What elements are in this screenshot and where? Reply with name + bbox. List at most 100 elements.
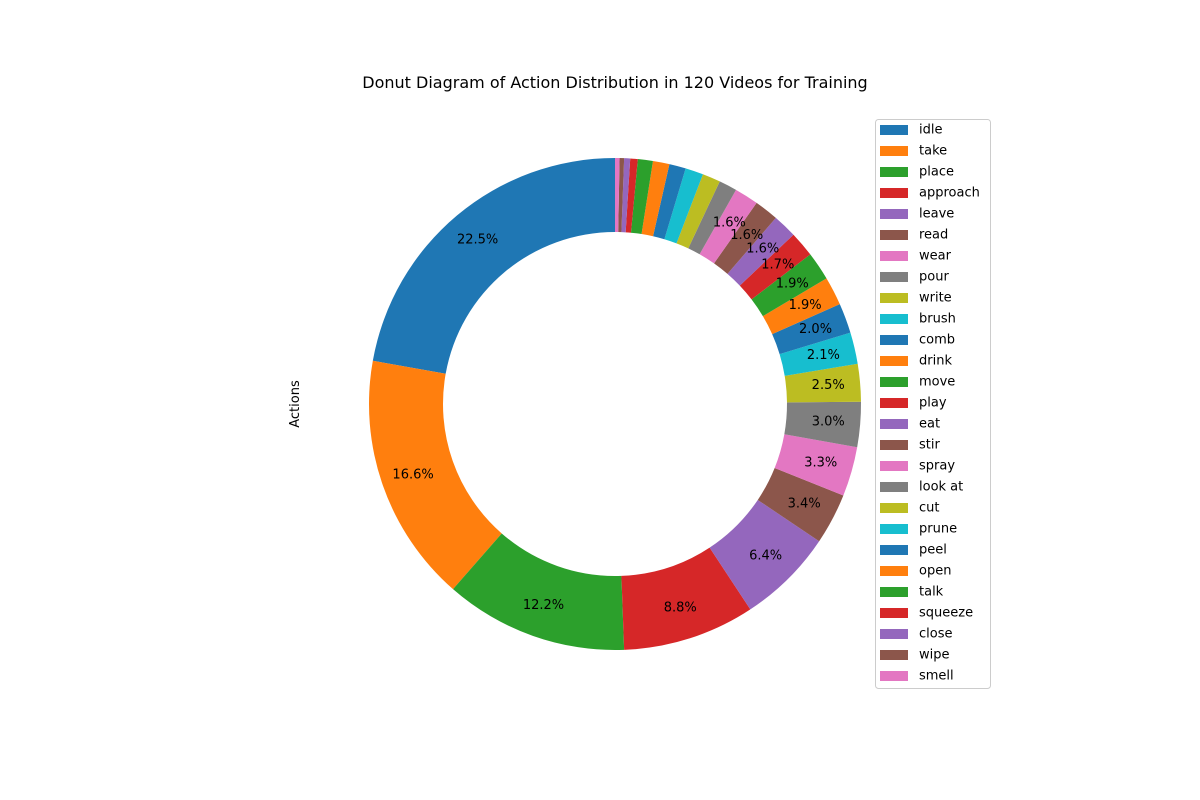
slice-prune bbox=[664, 168, 703, 244]
slice-place bbox=[453, 533, 625, 650]
slice-write bbox=[784, 363, 861, 403]
chart-title: Donut Diagram of Action Distribution in … bbox=[362, 73, 867, 92]
legend-label-wear: wear bbox=[919, 249, 952, 264]
legend-swatch-squeeze bbox=[880, 608, 908, 618]
slice-talk bbox=[630, 159, 653, 235]
slice-read bbox=[757, 467, 844, 542]
y-axis-label: Actions bbox=[288, 380, 303, 428]
legend-label-move: move bbox=[919, 375, 955, 390]
slice-pour bbox=[784, 401, 862, 448]
slice-open bbox=[641, 160, 670, 237]
legend-label-cut: cut bbox=[919, 501, 939, 516]
pct-label-brush: 2.1% bbox=[807, 348, 840, 363]
slice-leave bbox=[709, 499, 820, 610]
pct-label-approach: 8.8% bbox=[664, 600, 697, 615]
pct-label-pour: 3.0% bbox=[812, 414, 845, 429]
pct-label-read: 3.4% bbox=[788, 497, 821, 512]
legend-swatch-peel bbox=[880, 545, 908, 555]
slice-play bbox=[739, 234, 811, 300]
pct-label-drink: 1.9% bbox=[789, 298, 822, 313]
slice-take bbox=[369, 360, 502, 590]
pct-label-comb: 2.0% bbox=[799, 322, 832, 337]
legend-swatch-play bbox=[880, 398, 908, 408]
legend-label-take: take bbox=[919, 144, 947, 159]
legend-label-play: play bbox=[919, 396, 947, 411]
slice-squeeze bbox=[625, 158, 638, 233]
legend-label-drink: drink bbox=[919, 354, 952, 369]
legend-swatch-write bbox=[880, 293, 908, 303]
slice-peel bbox=[653, 164, 686, 240]
legend-swatch-cut bbox=[880, 503, 908, 513]
legend-label-open: open bbox=[919, 564, 951, 579]
pct-label-spray: 1.6% bbox=[713, 216, 746, 231]
legend-swatch-idle bbox=[880, 125, 908, 135]
legend-swatch-read bbox=[880, 230, 908, 240]
slice-stir bbox=[714, 202, 776, 274]
legend-label-pour: pour bbox=[919, 270, 949, 285]
slice-idle bbox=[372, 158, 615, 374]
slice-drink bbox=[762, 278, 840, 335]
legend-label-smell: smell bbox=[919, 669, 954, 684]
pct-label-eat: 1.6% bbox=[746, 242, 779, 257]
legend-label-stir: stir bbox=[919, 438, 940, 453]
legend-label-place: place bbox=[919, 165, 954, 180]
legend-swatch-move bbox=[880, 377, 908, 387]
donut-slices bbox=[369, 158, 862, 650]
legend-swatch-eat bbox=[880, 419, 908, 429]
slice-look-at bbox=[688, 181, 737, 255]
legend-swatch-open bbox=[880, 566, 908, 576]
slice-wear bbox=[774, 434, 858, 496]
pct-label-wear: 3.3% bbox=[804, 455, 837, 470]
legend-label-approach: approach bbox=[919, 186, 980, 201]
legend-swatch-take bbox=[880, 146, 908, 156]
legend-label-look-at: look at bbox=[919, 480, 963, 495]
legend-swatch-comb bbox=[880, 335, 908, 345]
legend-items: idle take place approach leave read wear pour wr… bbox=[880, 123, 980, 684]
legend-label-read: read bbox=[919, 228, 948, 243]
slice-approach bbox=[621, 547, 751, 650]
slice-move bbox=[751, 254, 827, 317]
legend-label-peel: peel bbox=[919, 543, 947, 558]
legend-swatch-smell bbox=[880, 671, 908, 681]
legend-swatch-wipe bbox=[880, 650, 908, 660]
legend-swatch-place bbox=[880, 167, 908, 177]
legend-label-brush: brush bbox=[919, 312, 956, 327]
pct-label-take: 16.6% bbox=[392, 467, 433, 482]
pct-label-place: 12.2% bbox=[523, 598, 564, 613]
legend-label-spray: spray bbox=[919, 459, 955, 474]
legend-label-comb: comb bbox=[919, 333, 955, 348]
pct-label-idle: 22.5% bbox=[457, 232, 498, 247]
legend-swatch-spray bbox=[880, 461, 908, 471]
legend-swatch-talk bbox=[880, 587, 908, 597]
legend: idle take place approach leave read wear pour wr… bbox=[875, 119, 991, 689]
legend-swatch-prune bbox=[880, 524, 908, 534]
legend-swatch-close bbox=[880, 629, 908, 639]
slice-spray bbox=[699, 189, 757, 264]
pct-label-write: 2.5% bbox=[812, 378, 845, 393]
slice-comb bbox=[772, 304, 851, 355]
legend-label-eat: eat bbox=[919, 417, 940, 432]
legend-label-idle: idle bbox=[919, 123, 942, 138]
legend-swatch-look-at bbox=[880, 482, 908, 492]
legend-label-close: close bbox=[919, 627, 952, 642]
legend-swatch-pour bbox=[880, 272, 908, 282]
percentage-labels: 22.5% 16.6% 12.2% 8.8% 6.4% 3.4% 3.3% 3.0% 2.5% 2… bbox=[392, 216, 844, 616]
slice-cut bbox=[676, 174, 720, 249]
slice-smell bbox=[615, 158, 620, 233]
slice-brush bbox=[779, 332, 858, 376]
legend-label-prune: prune bbox=[919, 522, 957, 537]
legend-label-talk: talk bbox=[919, 585, 944, 600]
legend-label-write: write bbox=[919, 291, 952, 306]
pct-label-move: 1.9% bbox=[776, 277, 809, 292]
legend-swatch-brush bbox=[880, 314, 908, 324]
pct-label-leave: 6.4% bbox=[749, 549, 782, 564]
slice-wipe bbox=[618, 158, 625, 233]
legend-label-wipe: wipe bbox=[919, 648, 950, 663]
pct-label-play: 1.7% bbox=[761, 258, 794, 273]
slice-eat bbox=[727, 217, 794, 286]
pct-label-stir: 1.6% bbox=[730, 228, 763, 243]
legend-swatch-approach bbox=[880, 188, 908, 198]
slice-close bbox=[621, 158, 631, 233]
legend-swatch-wear bbox=[880, 251, 908, 261]
